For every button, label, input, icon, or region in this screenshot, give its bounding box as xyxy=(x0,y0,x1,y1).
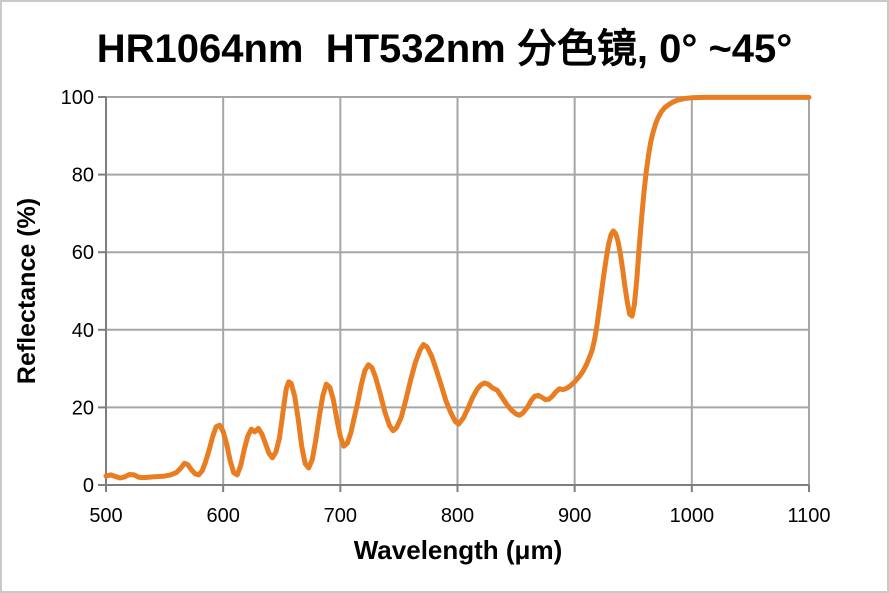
chart-title: HR1064nm HT532nm 分色镜, 0° ~45° xyxy=(96,27,793,71)
x-tick-label: 1100 xyxy=(787,505,830,527)
y-tick-label: 60 xyxy=(72,242,94,264)
x-tick-label: 500 xyxy=(89,505,122,527)
y-tick-label: 20 xyxy=(72,397,94,419)
y-tick-label: 40 xyxy=(72,320,94,342)
y-axis-title: Reflectance (%) xyxy=(13,198,41,384)
x-tick-label: 1000 xyxy=(670,505,715,527)
y-tick-label: 80 xyxy=(72,165,94,187)
y-tick-label: 100 xyxy=(61,87,94,109)
x-tick-label: 800 xyxy=(441,505,474,527)
x-tick-label: 600 xyxy=(206,505,239,527)
y-tick-label: 0 xyxy=(83,475,94,497)
reflectance-curve xyxy=(103,94,812,481)
x-axis-title: Wavelength (μm) xyxy=(354,535,563,565)
x-tick-label: 900 xyxy=(558,505,591,527)
x-tick-label: 700 xyxy=(324,505,357,527)
